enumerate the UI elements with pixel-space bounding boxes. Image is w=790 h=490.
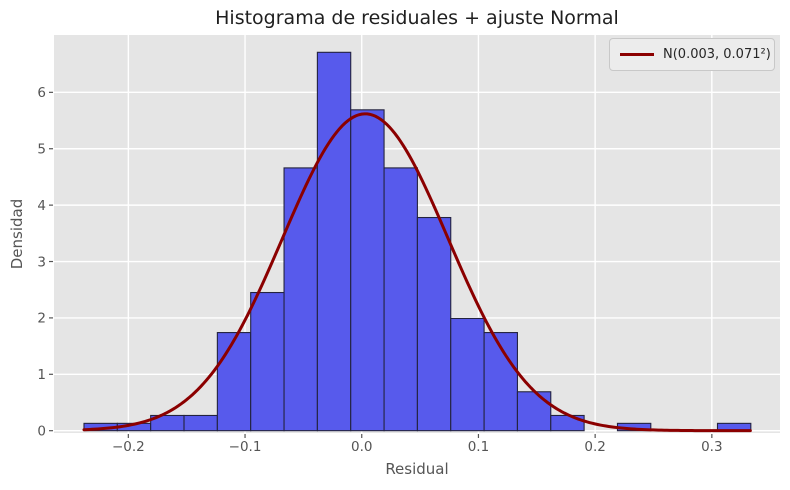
y-tick-label: 6 xyxy=(37,85,46,101)
normal-fit-curve xyxy=(82,112,752,433)
y-tick-label: 5 xyxy=(37,142,46,158)
histogram-bar xyxy=(183,414,218,432)
y-tick-label: 3 xyxy=(37,254,46,270)
histogram-bar xyxy=(416,216,452,432)
histogram-bar xyxy=(216,332,252,432)
legend: N(0.003, 0.071²) xyxy=(609,38,775,71)
x-axis-label: Residual xyxy=(385,460,449,478)
histogram-bar xyxy=(516,391,552,432)
histogram-bar xyxy=(316,51,352,432)
x-tick-label: −0.1 xyxy=(229,439,262,455)
y-tick-label: 0 xyxy=(37,423,46,439)
legend-label: N(0.003, 0.071²) xyxy=(663,47,771,62)
histogram-bar xyxy=(283,167,318,432)
y-tick-label: 4 xyxy=(37,198,46,214)
x-tick-label: 0.3 xyxy=(701,439,722,455)
x-tick-label: 0.2 xyxy=(584,439,605,455)
histogram-bar xyxy=(250,291,285,432)
x-tick-label: 0.1 xyxy=(468,439,489,455)
histogram-bar xyxy=(550,414,585,432)
histogram-bar xyxy=(383,167,418,432)
legend-line-sample xyxy=(620,52,654,57)
y-tick-label: 2 xyxy=(37,311,46,327)
y-axis-label: Densidad xyxy=(8,198,26,270)
y-tick-label: 1 xyxy=(37,367,46,383)
histogram-bar xyxy=(450,317,485,432)
histogram-bar xyxy=(350,109,385,432)
x-tick-label: 0.0 xyxy=(351,439,372,455)
chart-title: Histograma de residuales + ajuste Normal xyxy=(215,7,619,29)
x-tick-label: −0.2 xyxy=(112,439,145,455)
